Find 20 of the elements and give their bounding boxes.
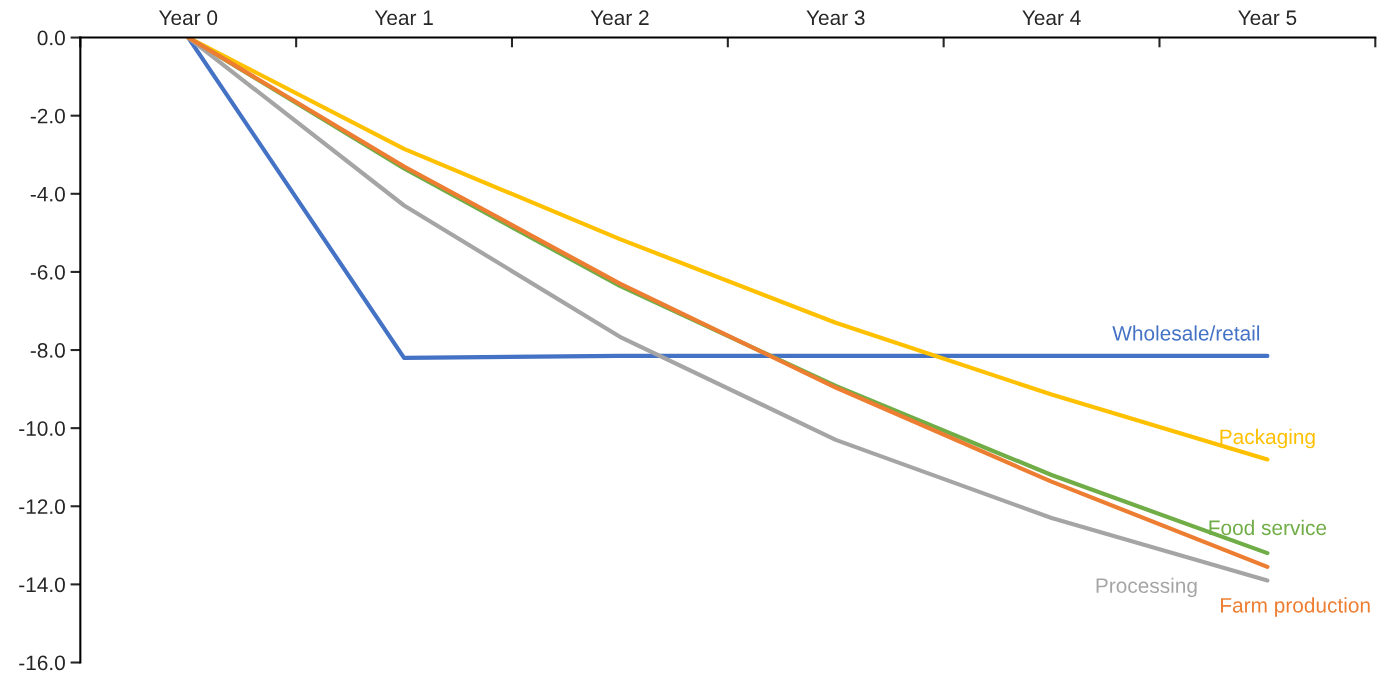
x-tick-label: Year 2	[590, 10, 649, 26]
x-tick-label: Year 1	[374, 10, 433, 26]
y-tick-label: -12.0	[19, 499, 65, 515]
series-label: Processing	[1096, 577, 1197, 598]
y-tick-label: -2.0	[30, 108, 65, 124]
x-tick-label: Year 3	[806, 10, 865, 26]
text: Farm production	[1221, 597, 1370, 617]
series-label: Food service	[1209, 519, 1327, 536]
y-tick-label: -8.0	[30, 343, 65, 358]
y-tick-label: -4.0	[30, 186, 65, 202]
y-tick-label: -16.0	[19, 655, 65, 671]
series-label: Packaging	[1220, 428, 1315, 449]
x-tick-label: Year 0	[158, 10, 218, 26]
series-label: Wholesale/retail	[1112, 325, 1260, 341]
y-tick-label: 0.0	[37, 30, 65, 46]
y-tick-label: -14.0	[19, 577, 65, 593]
x-tick-label: Year 5	[1238, 10, 1297, 26]
y-tick-label: -6.0	[30, 264, 65, 280]
x-tick-label: Year 4	[1022, 10, 1081, 26]
y-tick-label: -10.0	[19, 421, 65, 436]
